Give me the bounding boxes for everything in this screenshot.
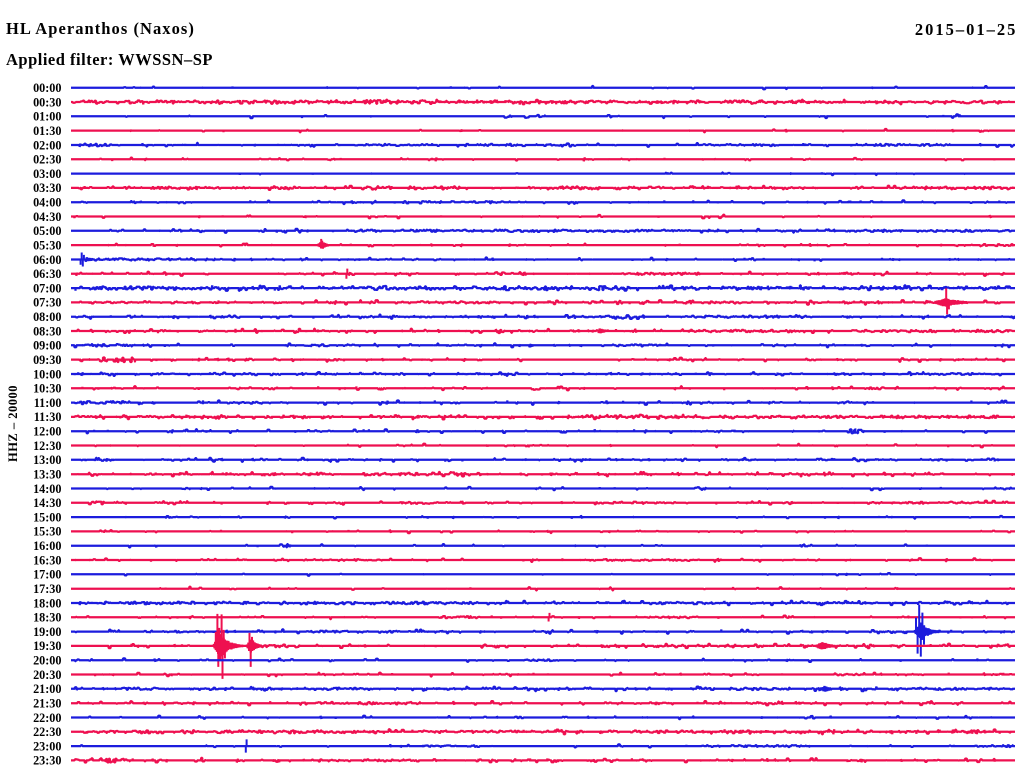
svg-text:21:00: 21:00: [33, 682, 61, 696]
svg-text:22:30: 22:30: [33, 725, 61, 739]
svg-text:01:00: 01:00: [33, 110, 61, 124]
svg-text:14:30: 14:30: [33, 496, 61, 510]
svg-text:13:00: 13:00: [33, 453, 61, 467]
svg-text:17:30: 17:30: [33, 582, 61, 596]
svg-text:03:00: 03:00: [33, 167, 61, 181]
svg-text:04:30: 04:30: [33, 210, 61, 224]
svg-text:04:00: 04:00: [33, 196, 61, 210]
svg-text:07:00: 07:00: [33, 281, 61, 295]
svg-text:HL Aperanthos (Naxos): HL Aperanthos (Naxos): [6, 19, 195, 38]
svg-text:00:00: 00:00: [33, 81, 61, 95]
svg-text:10:00: 10:00: [33, 367, 61, 381]
svg-text:19:30: 19:30: [33, 639, 61, 653]
svg-text:20:00: 20:00: [33, 654, 61, 668]
svg-text:03:30: 03:30: [33, 181, 61, 195]
svg-text:00:30: 00:30: [33, 95, 61, 109]
svg-text:05:00: 05:00: [33, 224, 61, 238]
svg-text:17:00: 17:00: [33, 568, 61, 582]
svg-text:11:30: 11:30: [34, 410, 62, 424]
svg-text:23:00: 23:00: [33, 739, 61, 753]
svg-text:18:30: 18:30: [33, 611, 61, 625]
svg-text:2015–01–25: 2015–01–25: [915, 20, 1018, 39]
svg-text:12:00: 12:00: [33, 425, 61, 439]
svg-text:21:30: 21:30: [33, 697, 61, 711]
svg-text:02:00: 02:00: [33, 138, 61, 152]
svg-text:13:30: 13:30: [33, 468, 61, 482]
svg-text:11:00: 11:00: [34, 396, 62, 410]
svg-text:02:30: 02:30: [33, 153, 61, 167]
svg-text:01:30: 01:30: [33, 124, 61, 138]
svg-text:06:30: 06:30: [33, 267, 61, 281]
svg-text:16:00: 16:00: [33, 539, 61, 553]
svg-text:HHZ – 20000: HHZ – 20000: [6, 385, 20, 462]
svg-text:Applied filter: WWSSN–SP: Applied filter: WWSSN–SP: [6, 50, 213, 69]
svg-text:06:00: 06:00: [33, 253, 61, 267]
svg-text:12:30: 12:30: [33, 439, 61, 453]
svg-text:08:00: 08:00: [33, 310, 61, 324]
svg-text:09:00: 09:00: [33, 339, 61, 353]
svg-text:22:00: 22:00: [33, 711, 61, 725]
svg-text:14:00: 14:00: [33, 482, 61, 496]
svg-text:23:30: 23:30: [33, 754, 61, 768]
svg-text:15:30: 15:30: [33, 525, 61, 539]
svg-text:10:30: 10:30: [33, 382, 61, 396]
svg-text:20:30: 20:30: [33, 668, 61, 682]
svg-text:15:00: 15:00: [33, 510, 61, 524]
svg-text:09:30: 09:30: [33, 353, 61, 367]
svg-text:07:30: 07:30: [33, 296, 61, 310]
svg-text:08:30: 08:30: [33, 324, 61, 338]
svg-text:05:30: 05:30: [33, 238, 61, 252]
svg-text:18:00: 18:00: [33, 596, 61, 610]
svg-text:19:00: 19:00: [33, 625, 61, 639]
svg-text:16:30: 16:30: [33, 553, 61, 567]
